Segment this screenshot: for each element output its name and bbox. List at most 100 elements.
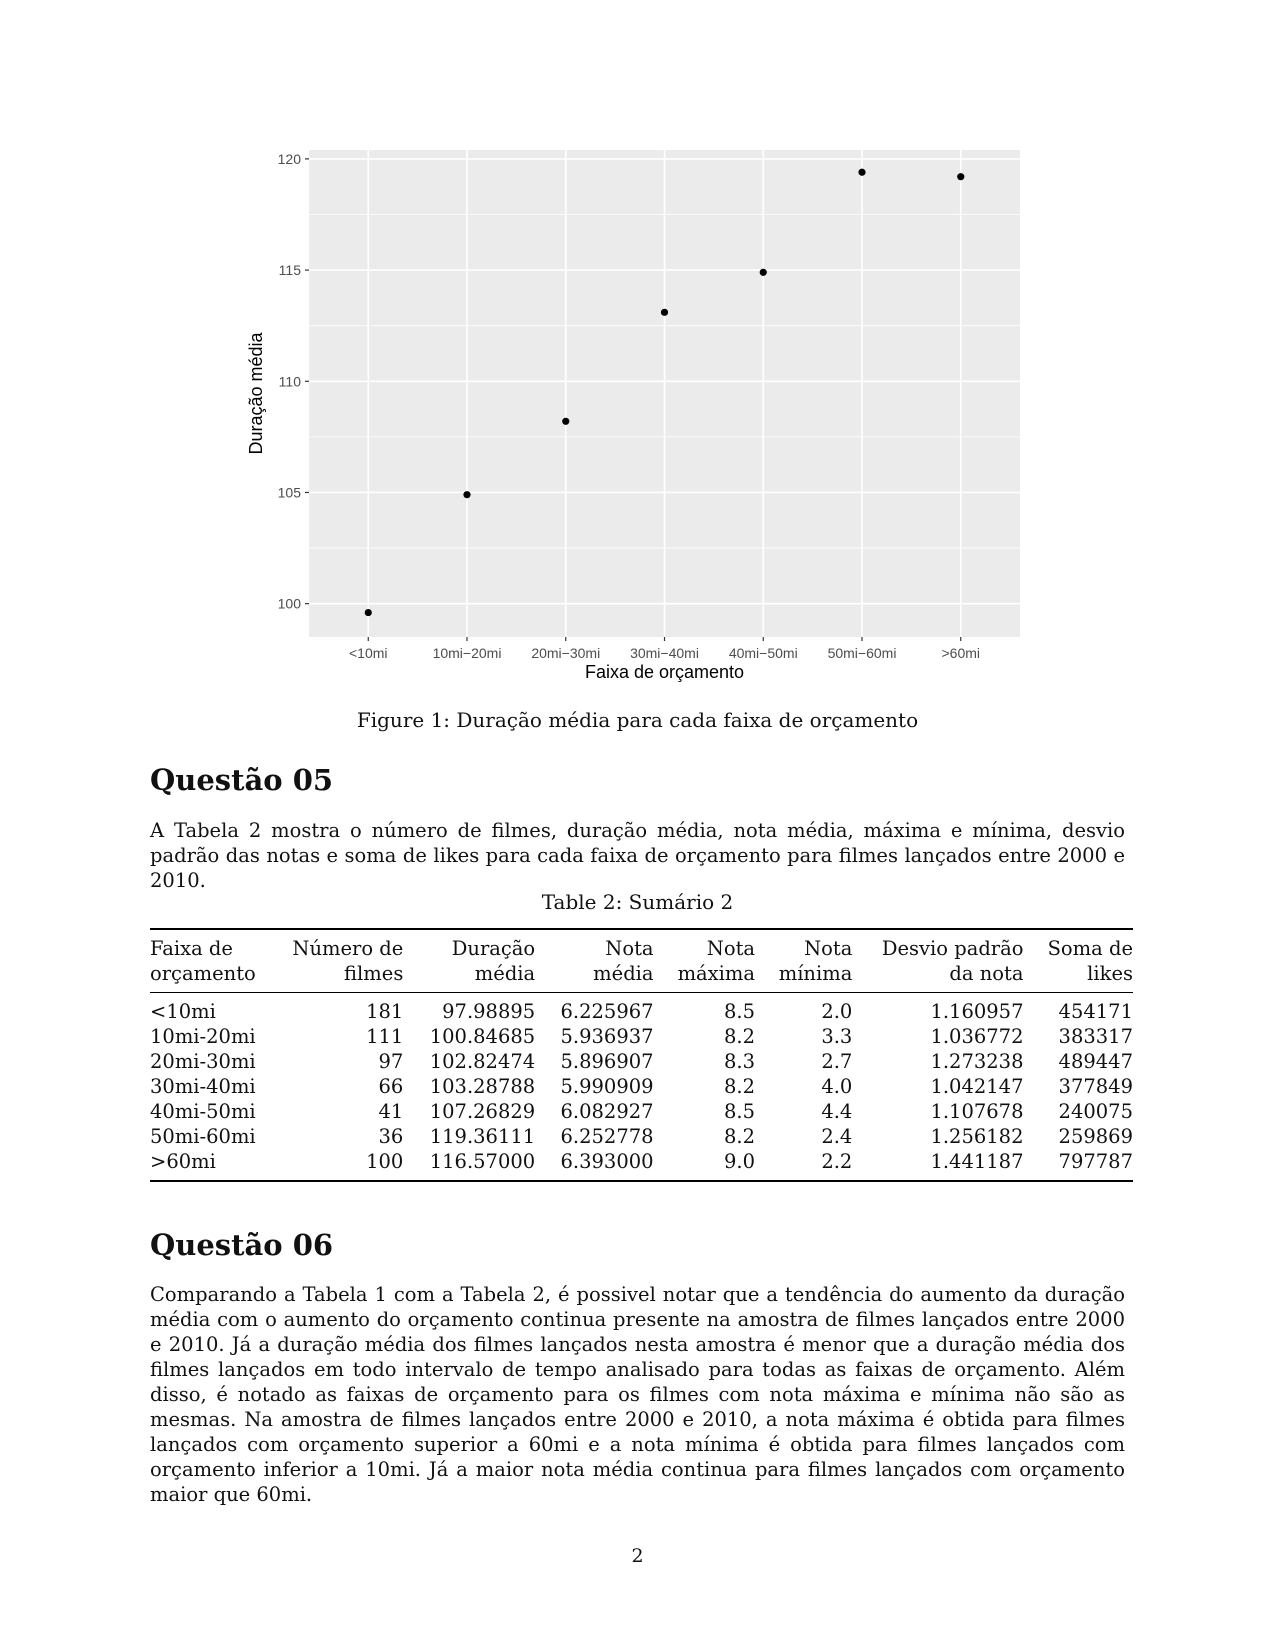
- table-header-row: Faixa de orçamento Número de filmes Duração m…: [150, 929, 1133, 993]
- table-cell: 9.0: [724, 1150, 756, 1173]
- header-line: Duração: [451, 937, 536, 960]
- table-cell: 1.256182: [930, 1125, 1024, 1148]
- table-cell: 36: [378, 1125, 404, 1148]
- table-cell: 8.2: [724, 1075, 756, 1098]
- header-line: Nota: [804, 937, 853, 960]
- table-cell: 1.036772: [930, 1025, 1024, 1048]
- table-cell: 2.2: [821, 1150, 853, 1173]
- data-point: [463, 491, 471, 499]
- table-cell: 10mi-20mi: [150, 1025, 256, 1048]
- table-cell: 3.3: [821, 1025, 853, 1048]
- table-cell: 50mi-60mi: [150, 1125, 256, 1148]
- table-cell: 4.0: [821, 1075, 853, 1098]
- table-cell: 116.57000: [429, 1150, 536, 1173]
- table-cell: 97.98895: [442, 1000, 536, 1023]
- table-cell: 100: [366, 1150, 404, 1173]
- paragraph-q6: Comparando a Tabela 1 com a Tabela 2, é …: [150, 1283, 1125, 1506]
- header-line: orçamento: [150, 962, 256, 985]
- table-cell: 454171: [1058, 1000, 1133, 1023]
- table-cell: 8.2: [724, 1125, 756, 1148]
- table-row: 40mi-50mi 41 107.26829 6.082927 8.5 4.4 1.1076…: [150, 1099, 1133, 1124]
- y-tick-label: 120: [278, 151, 302, 167]
- table-caption: Table 2: Sumário 2: [541, 890, 734, 914]
- table-cell: 2.7: [821, 1050, 853, 1073]
- table-row: 50mi-60mi 36 119.36111 6.252778 8.2 2.4 1.2561…: [150, 1124, 1133, 1149]
- x-tick-label: 20mi−30mi: [531, 645, 600, 661]
- y-tick-label: 105: [278, 484, 302, 500]
- paragraph-q5: A Tabela 2 mostra o número de filmes, du…: [150, 819, 1125, 892]
- header-line: Faixa de: [150, 937, 233, 960]
- summary-table: Faixa de orçamento Número de filmes Duração m…: [150, 928, 1133, 1182]
- table-cell: 102.82474: [429, 1050, 536, 1073]
- table-cell: 8.2: [724, 1025, 756, 1048]
- data-point: [858, 168, 866, 176]
- table-cell: 1.273238: [930, 1050, 1024, 1073]
- header-line: da nota: [949, 962, 1024, 985]
- table-body: <10mi 181 97.98895 6.225967 8.5 2.0 1.160957 45…: [150, 993, 1133, 1181]
- table-cell: 8.5: [724, 1100, 756, 1123]
- data-point: [957, 173, 965, 181]
- table-cell: 259869: [1058, 1125, 1133, 1148]
- table-cell: 383317: [1058, 1025, 1133, 1048]
- table-cell: 100.84685: [429, 1025, 536, 1048]
- table-cell: 107.26829: [429, 1100, 536, 1123]
- table-cell: 30mi-40mi: [150, 1075, 256, 1098]
- table-cell: 1.107678: [930, 1100, 1024, 1123]
- table-cell: 4.4: [821, 1100, 853, 1123]
- x-tick-label: 50mi−60mi: [828, 645, 897, 661]
- y-axis-label: Duração média: [246, 331, 266, 454]
- data-point: [562, 417, 570, 425]
- table-cell: 5.990909: [560, 1075, 654, 1098]
- table-cell: 5.936937: [560, 1025, 654, 1048]
- header-line: Nota: [706, 937, 756, 960]
- header-line: máxima: [677, 962, 756, 985]
- table-row: 10mi-20mi 111 100.84685 5.936937 8.2 3.3 1.036…: [150, 1024, 1133, 1049]
- duration-scatter-chart: 100 105 110 115 120 <10mi 10mi−20mi 20mi−30mi 3…: [246, 150, 1020, 682]
- table-cell: 1.441187: [930, 1150, 1024, 1173]
- table-header-cell: Soma de likes: [1032, 929, 1133, 993]
- header-line: média: [474, 962, 536, 985]
- table-cell: 40mi-50mi: [150, 1100, 256, 1123]
- table-cell: 5.896907: [560, 1050, 654, 1073]
- table-header-cell: Nota mínima: [763, 929, 860, 993]
- table-cell: 20mi-30mi: [150, 1050, 256, 1073]
- table-row: <10mi 181 97.98895 6.225967 8.5 2.0 1.160957 45…: [150, 993, 1133, 1025]
- table-header-cell: Nota máxima: [662, 929, 763, 993]
- table-cell: 6.393000: [560, 1150, 654, 1173]
- major-gridlines: [309, 150, 1020, 637]
- table-cell: >60mi: [150, 1150, 216, 1173]
- table-cell: 181: [366, 1000, 404, 1023]
- data-point: [759, 268, 767, 276]
- x-axis-label: Faixa de orçamento: [585, 662, 744, 682]
- x-tick-label: 40mi−50mi: [729, 645, 798, 661]
- x-tick-label: >60mi: [941, 645, 980, 661]
- table-row: 30mi-40mi 66 103.28788 5.990909 8.2 4.0 1.0421…: [150, 1074, 1133, 1099]
- table-cell: 2.4: [821, 1125, 853, 1148]
- table-cell: 6.082927: [560, 1100, 654, 1123]
- header-line: Desvio padrão: [881, 937, 1024, 960]
- header-line: likes: [1087, 962, 1133, 985]
- y-tick-label: 115: [279, 262, 302, 278]
- table-cell: 1.042147: [930, 1075, 1024, 1098]
- x-tick-label: <10mi: [349, 645, 388, 661]
- page-number: 2: [631, 1545, 644, 1567]
- header-line: filmes: [344, 962, 404, 985]
- data-point: [660, 308, 669, 316]
- table-header-cell: Número de filmes: [274, 929, 412, 993]
- figure-caption: Figure 1: Duração média para cada faixa …: [356, 708, 919, 732]
- y-tick-label: 100: [278, 596, 302, 612]
- table-cell: 41: [378, 1100, 404, 1123]
- section-title-q5: Questão 05: [150, 763, 334, 797]
- table-cell: 97: [378, 1050, 404, 1073]
- table-cell: 2.0: [821, 1000, 853, 1023]
- table-header-cell: Desvio padrão da nota: [860, 929, 1031, 993]
- x-tick-label: 10mi−20mi: [433, 645, 502, 661]
- table-cell: 377849: [1058, 1075, 1133, 1098]
- table-cell: <10mi: [150, 1000, 216, 1023]
- table-cell: 119.36111: [429, 1125, 536, 1148]
- table-cell: 66: [378, 1075, 404, 1098]
- table-cell: 6.252778: [560, 1125, 654, 1148]
- table-header-cell: Nota média: [543, 929, 661, 993]
- header-line: Soma de: [1047, 937, 1133, 960]
- table-cell: 1.160957: [930, 1000, 1024, 1023]
